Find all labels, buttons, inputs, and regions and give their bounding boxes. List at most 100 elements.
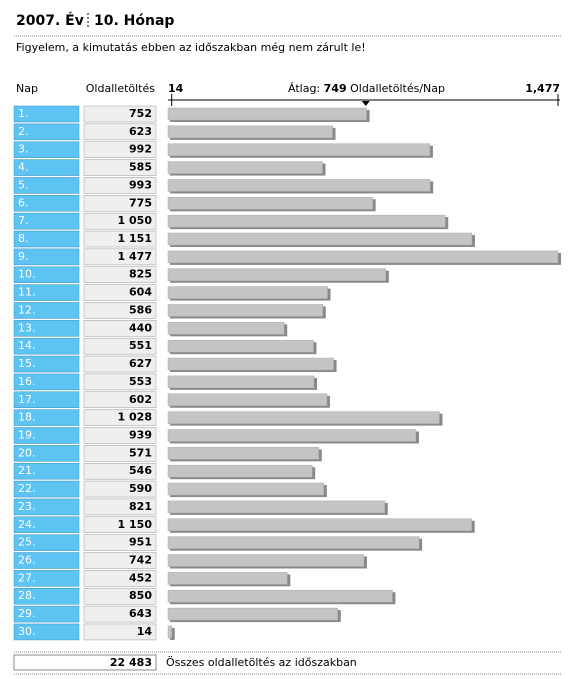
- bar: [167, 286, 328, 299]
- value-label: 643: [129, 607, 152, 620]
- day-label: 7.: [18, 214, 29, 227]
- day-cell: [13, 248, 80, 266]
- bar: [167, 518, 472, 532]
- bar: [167, 250, 559, 264]
- day-label: 4.: [18, 161, 29, 174]
- x-tick-label: 1,477: [525, 82, 560, 95]
- average-value: 749: [324, 82, 347, 95]
- value-cell: [83, 552, 157, 569]
- total-cell: [13, 654, 157, 671]
- value-label: 1 151: [118, 232, 152, 245]
- value-cell: [83, 212, 157, 230]
- day-label: 6.: [18, 196, 29, 209]
- value-label: 1 050: [118, 214, 153, 227]
- value-cell: [83, 605, 157, 623]
- notice: Figyelem, a kimutatás ebben az időszakba…: [16, 41, 366, 54]
- bar: [167, 179, 431, 192]
- value-cell: [83, 141, 157, 158]
- value-label: 951: [129, 536, 152, 549]
- bar: [167, 500, 386, 514]
- day-label: 22.: [18, 482, 36, 495]
- day-label: 23.: [18, 500, 36, 513]
- bar: [167, 322, 285, 335]
- bar: [167, 464, 313, 478]
- day-label: 28.: [18, 589, 36, 602]
- day-label: 29.: [18, 607, 36, 620]
- value-label: 602: [129, 393, 152, 406]
- day-label: 2.: [18, 125, 29, 138]
- value-cell: [83, 105, 157, 123]
- bar: [167, 411, 440, 424]
- bar: [167, 554, 365, 567]
- value-header: Oldalletöltés: [86, 82, 155, 95]
- value-cell: [83, 587, 157, 605]
- day-cell: [13, 516, 80, 534]
- value-cell: [83, 570, 157, 587]
- bar: [167, 268, 387, 281]
- day-cell: [13, 373, 80, 391]
- bar: [167, 304, 323, 317]
- day-label: 17.: [18, 393, 36, 406]
- value-label: 452: [129, 571, 152, 584]
- value-label: 627: [129, 357, 152, 370]
- bar: [167, 197, 373, 210]
- value-label: 1 028: [118, 411, 152, 424]
- day-cell: [13, 177, 80, 194]
- average-text: Átlag: 749 Oldalletöltés/Nap: [288, 82, 445, 95]
- bar: [167, 482, 325, 496]
- value-cell: [83, 177, 157, 194]
- day-cell: [13, 123, 80, 141]
- day-cell: [13, 141, 80, 158]
- bar: [167, 393, 328, 407]
- value-cell: [83, 337, 157, 355]
- value-cell: [83, 498, 157, 516]
- value-cell: [83, 355, 157, 373]
- day-cell: [13, 391, 80, 409]
- day-label: 19.: [18, 428, 36, 441]
- total-value: 22 483: [110, 656, 152, 669]
- bar: [167, 125, 333, 139]
- value-cell: [83, 302, 157, 319]
- day-cell: [13, 587, 80, 605]
- average-marker: [361, 101, 370, 106]
- average-label: Átlag:: [288, 82, 320, 95]
- day-cell: [13, 105, 80, 123]
- day-cell: [13, 355, 80, 373]
- bar: [167, 161, 323, 174]
- value-label: 939: [129, 428, 152, 441]
- title-month: 10. Hónap: [94, 13, 174, 29]
- bar: [167, 536, 420, 549]
- value-label: 742: [129, 554, 152, 567]
- value-cell: [83, 159, 157, 176]
- value-cell: [83, 266, 157, 283]
- day-label: 3.: [18, 143, 29, 156]
- value-label: 551: [129, 339, 152, 352]
- day-cell: [13, 159, 80, 176]
- day-cell: [13, 480, 80, 498]
- day-label: 5.: [18, 178, 29, 191]
- bar: [167, 625, 172, 639]
- day-label: 8.: [18, 232, 29, 245]
- value-label: 586: [129, 303, 152, 316]
- day-label: 30.: [18, 625, 36, 638]
- value-label: 14: [137, 625, 153, 638]
- value-label: 752: [129, 107, 152, 120]
- day-label: 9.: [18, 250, 29, 263]
- x-tick-label: 14: [168, 82, 184, 95]
- value-label: 1 477: [118, 250, 152, 263]
- day-cell: [13, 623, 80, 641]
- day-cell: [13, 212, 80, 230]
- day-label: 14.: [18, 339, 36, 352]
- day-label: 11.: [18, 286, 36, 299]
- value-cell: [83, 230, 157, 248]
- value-cell: [83, 623, 157, 641]
- average-unit: Oldalletöltés/Nap: [350, 82, 445, 95]
- bar: [167, 429, 417, 442]
- day-cell: [13, 302, 80, 319]
- day-label: 1.: [18, 107, 29, 120]
- day-label: 18.: [18, 411, 36, 424]
- day-label: 21.: [18, 464, 36, 477]
- day-cell: [13, 570, 80, 587]
- day-label: 20.: [18, 446, 36, 459]
- value-label: 553: [129, 375, 152, 388]
